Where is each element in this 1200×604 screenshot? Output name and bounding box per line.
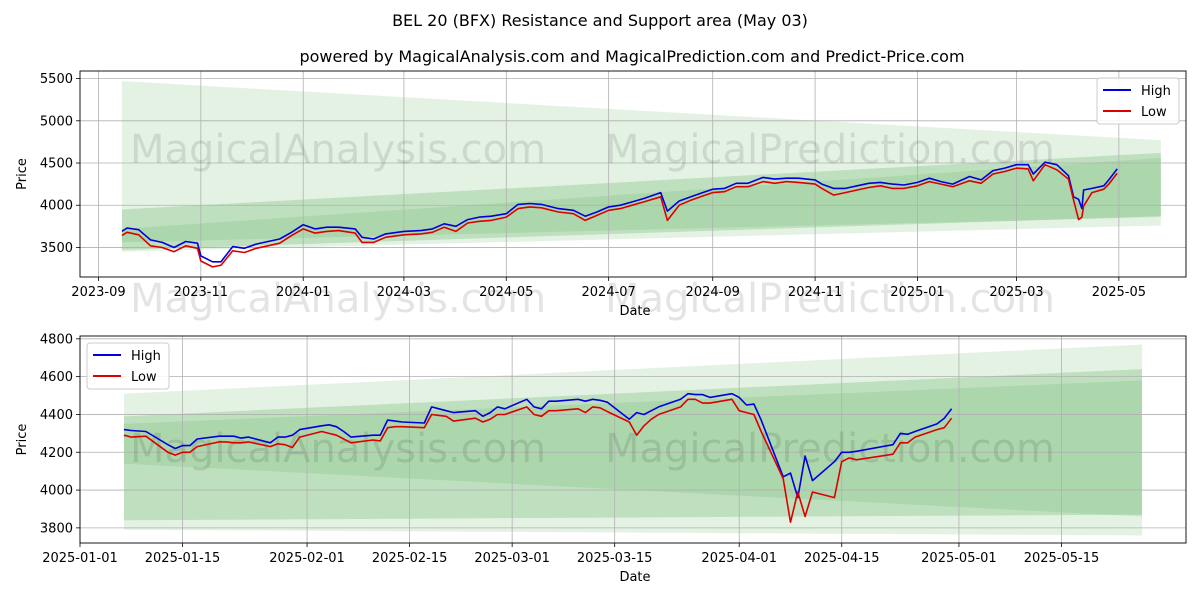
y-axis-label: Price <box>15 158 30 190</box>
x-tick-label: 2025-04-15 <box>804 551 880 566</box>
chart-subtitle: powered by MagicalAnalysis.com and Magic… <box>299 47 964 66</box>
legend-label-high: High <box>131 349 161 364</box>
x-tick-label: 2025-03 <box>989 285 1043 300</box>
series-line-high <box>123 392 953 499</box>
band-inner <box>121 152 1161 250</box>
x-tick-label: 2024-09 <box>686 285 740 300</box>
x-tick-label: 2024-11 <box>788 285 842 300</box>
x-tick-label: 2025-05-01 <box>921 551 997 566</box>
band-outer <box>123 344 1143 536</box>
y-tick-label: 4800 <box>40 332 73 347</box>
x-axis-label: Date <box>619 304 650 319</box>
x-tick-label: 2024-01 <box>276 285 330 300</box>
x-tick-label: 2025-05 <box>1092 285 1146 300</box>
x-tick-label: 2023-09 <box>71 285 125 300</box>
legend-label-high: High <box>1141 84 1171 99</box>
x-tick-label: 2025-01-15 <box>145 551 221 566</box>
y-tick-label: 3500 <box>40 241 73 256</box>
legend-label-low: Low <box>1141 105 1167 120</box>
x-tick-label: 2025-02-15 <box>372 551 448 566</box>
y-tick-label: 4400 <box>40 408 73 423</box>
axes-frame <box>79 335 1187 544</box>
watermark-text: MagicalAnalysis.com <box>130 276 546 322</box>
watermark-text: MagicalPrediction.com <box>605 276 1055 322</box>
x-axis-label: Date <box>619 570 650 585</box>
x-tick-label: 2025-02-01 <box>269 551 345 566</box>
x-tick-label: 2024-03 <box>377 285 431 300</box>
y-axis-label: Price <box>15 424 30 456</box>
bottom-chart-panel: 2025-01-01 2025-01-15 2025-02-01 2025-02-15… <box>15 332 1187 585</box>
series-line-high <box>121 161 1118 263</box>
band-outer <box>121 81 1161 252</box>
axes-frame <box>79 70 1187 278</box>
series-line-low <box>123 398 953 523</box>
y-tick-label: 3800 <box>40 521 73 536</box>
y-tick-label: 4200 <box>40 446 73 461</box>
series-line-low <box>121 163 1118 268</box>
y-tick-label: 4600 <box>40 370 73 385</box>
watermark-text: MagicalAnalysis.com <box>130 426 546 472</box>
x-tick-label: 2025-03-01 <box>474 551 550 566</box>
band-inner <box>123 369 1143 521</box>
watermark-text: MagicalPrediction.com <box>605 127 1055 173</box>
y-tick-label: 4000 <box>40 199 73 214</box>
y-tick-label: 5000 <box>40 114 73 129</box>
x-tick-label: 2024-07 <box>582 285 636 300</box>
top-chart-panel: 2023-09 2023-11 2024-01 2024-03 2024-05 2024-… <box>15 70 1187 322</box>
plot-area <box>80 336 1186 543</box>
y-tick-label: 4500 <box>40 157 73 172</box>
x-tick-label: 2025-04-01 <box>701 551 777 566</box>
legend-label-low: Low <box>131 370 157 385</box>
watermark-text: MagicalAnalysis.com <box>130 127 546 173</box>
y-tick-label: 4000 <box>40 484 73 499</box>
band-core <box>121 157 1161 243</box>
x-tick-label: 2025-01 <box>890 285 944 300</box>
x-tick-label: 2025-03-15 <box>577 551 653 566</box>
y-tick-label: 5500 <box>40 72 73 87</box>
x-tick-label: 2024-05 <box>479 285 533 300</box>
x-tick-label: 2025-05-15 <box>1024 551 1100 566</box>
chart-title: BEL 20 (BFX) Resistance and Support area… <box>392 11 808 30</box>
watermark-text: MagicalPrediction.com <box>605 426 1055 472</box>
x-tick-label: 2025-01-01 <box>42 551 118 566</box>
x-tick-label: 2023-11 <box>174 285 228 300</box>
